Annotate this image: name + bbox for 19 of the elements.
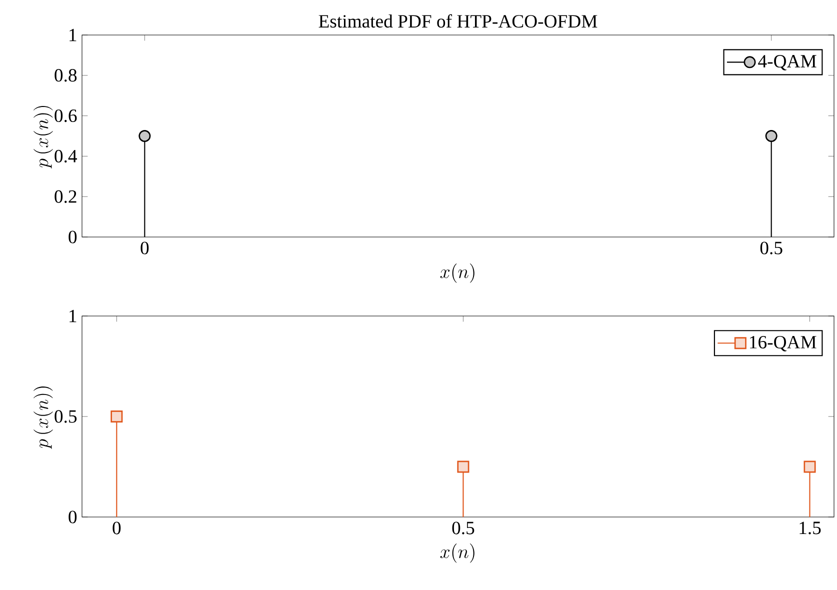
y-tick-label: 0.8 xyxy=(54,69,77,82)
y-tick-label: 1 xyxy=(70,310,76,322)
x-tick-label: 0.5 xyxy=(452,522,474,534)
y-axis-title: $p\left(x(n)\right)$ xyxy=(34,106,53,168)
legend-label: 4-QAM xyxy=(758,55,816,70)
x-axis-title: $x(n)$ xyxy=(440,264,474,283)
y-tick-label: 0.4 xyxy=(54,150,78,163)
legend-label: 16-QAM xyxy=(750,336,816,352)
y-tick-label: 0.2 xyxy=(54,190,76,203)
chart-title: Estimated PDF of HTP-ACO-OFDM xyxy=(318,14,598,28)
x-tick-label: 0 xyxy=(112,522,121,534)
y-tick-label: 1 xyxy=(70,28,76,42)
y-tick-label: 0 xyxy=(68,510,77,524)
y-axis-title: $p\left(x(n)\right)$ xyxy=(34,386,53,449)
y-tick-label: 0.6 xyxy=(54,109,77,122)
x-axis-title: $x(n)$ xyxy=(440,544,474,563)
y-tick-label: 0.5 xyxy=(54,410,77,423)
x-tick-label: 1.5 xyxy=(800,522,821,534)
y-tick-label: 0 xyxy=(68,230,77,244)
